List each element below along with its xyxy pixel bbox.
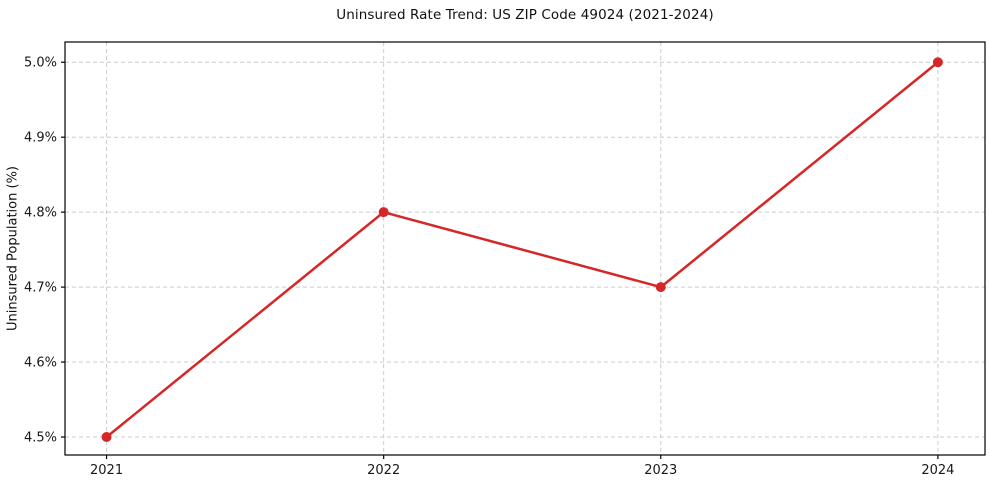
y-tick-label: 4.5% — [24, 431, 57, 446]
data-point-2023 — [655, 282, 666, 293]
y-tick-label: 4.8% — [24, 206, 57, 221]
x-tick-label: 2024 — [921, 463, 954, 478]
chart-title: Uninsured Rate Trend: US ZIP Code 49024 … — [336, 7, 714, 23]
data-point-2024 — [932, 57, 943, 68]
y-axis-label: Uninsured Population (%) — [5, 166, 21, 331]
y-tick-label: 5.0% — [24, 56, 57, 71]
y-tick-label: 4.9% — [24, 131, 57, 146]
x-tick-label: 2021 — [90, 463, 123, 478]
x-tick-label: 2023 — [644, 463, 677, 478]
data-point-2022 — [378, 207, 389, 218]
axes-spines — [64, 41, 986, 456]
x-tick-label: 2022 — [367, 463, 400, 478]
trend-line — [105, 60, 940, 439]
y-tick-label: 4.6% — [24, 356, 57, 371]
data-point-2021 — [101, 432, 112, 443]
y-tick-label: 4.7% — [24, 281, 57, 296]
plot-area-background — [65, 42, 985, 455]
